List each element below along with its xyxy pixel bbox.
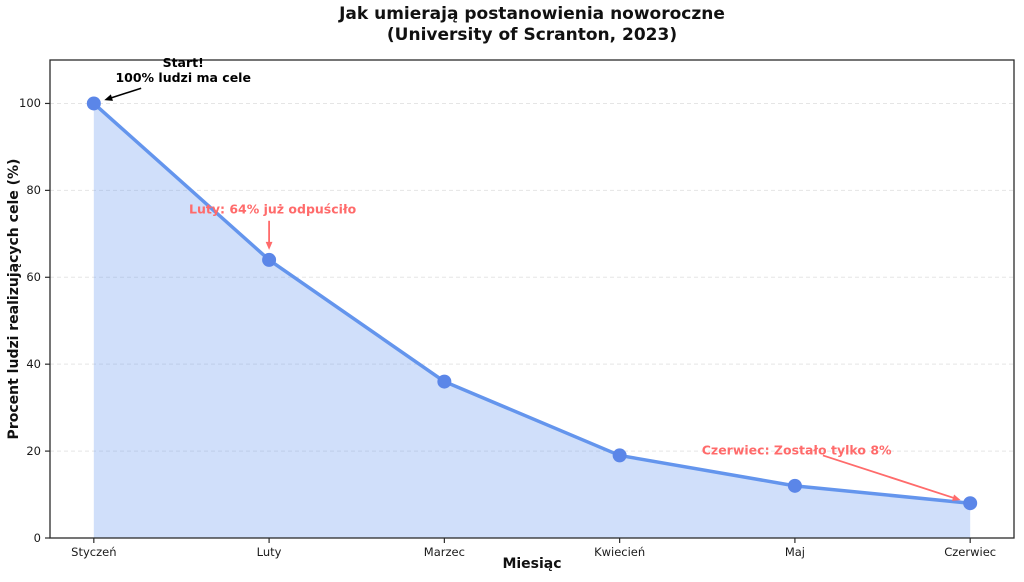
y-tick-label: 20 — [26, 444, 41, 459]
x-tick-label: Luty — [256, 545, 282, 559]
annotation-arrow-line — [822, 454, 956, 500]
annotation-arrow-head — [265, 241, 273, 250]
y-tick-label: 40 — [26, 357, 41, 372]
y-axis-title: Procent ludzi realizujących cele (%) — [6, 158, 22, 440]
data-point-marker — [787, 478, 802, 493]
annotation-arrow-head — [952, 494, 961, 501]
plot-frame — [49, 59, 1015, 539]
x-tick-label: Styczeń — [71, 545, 117, 559]
x-tick-label: Maj — [784, 545, 805, 559]
annotation-june: Czerwiec: Zostało tylko 8% — [701, 442, 892, 458]
data-point-marker — [612, 448, 627, 463]
chart-title-block: Jak umierają postanowienia noworoczne (U… — [50, 4, 1014, 46]
data-point-marker — [262, 252, 277, 267]
x-axis-title: Miesiąc — [502, 556, 562, 572]
x-tick-label: Marzec — [423, 545, 465, 559]
chart-title: Jak umierają postanowienia noworoczne — [339, 4, 725, 24]
y-tick-label: 80 — [26, 183, 41, 198]
y-tick-label: 60 — [26, 270, 41, 285]
annotation-february: Luty: 64% już odpuściło — [189, 201, 357, 217]
annotation-arrow-line — [109, 87, 142, 99]
y-tick-label: 100 — [19, 96, 41, 111]
x-tick-label: Kwiecień — [594, 545, 646, 559]
line-series — [92, 101, 972, 505]
annotation-start: Start! 100% ludzi ma cele — [115, 55, 251, 86]
annotation-arrow-head — [104, 94, 113, 101]
chart-subtitle: (University of Scranton, 2023) — [386, 25, 678, 45]
area-fill — [93, 103, 971, 539]
x-tick-label: Czerwiec — [944, 545, 997, 559]
data-point-marker — [86, 96, 101, 111]
data-point-marker — [437, 374, 452, 389]
y-tick-label: 0 — [33, 531, 41, 545]
data-point-marker — [963, 496, 978, 511]
